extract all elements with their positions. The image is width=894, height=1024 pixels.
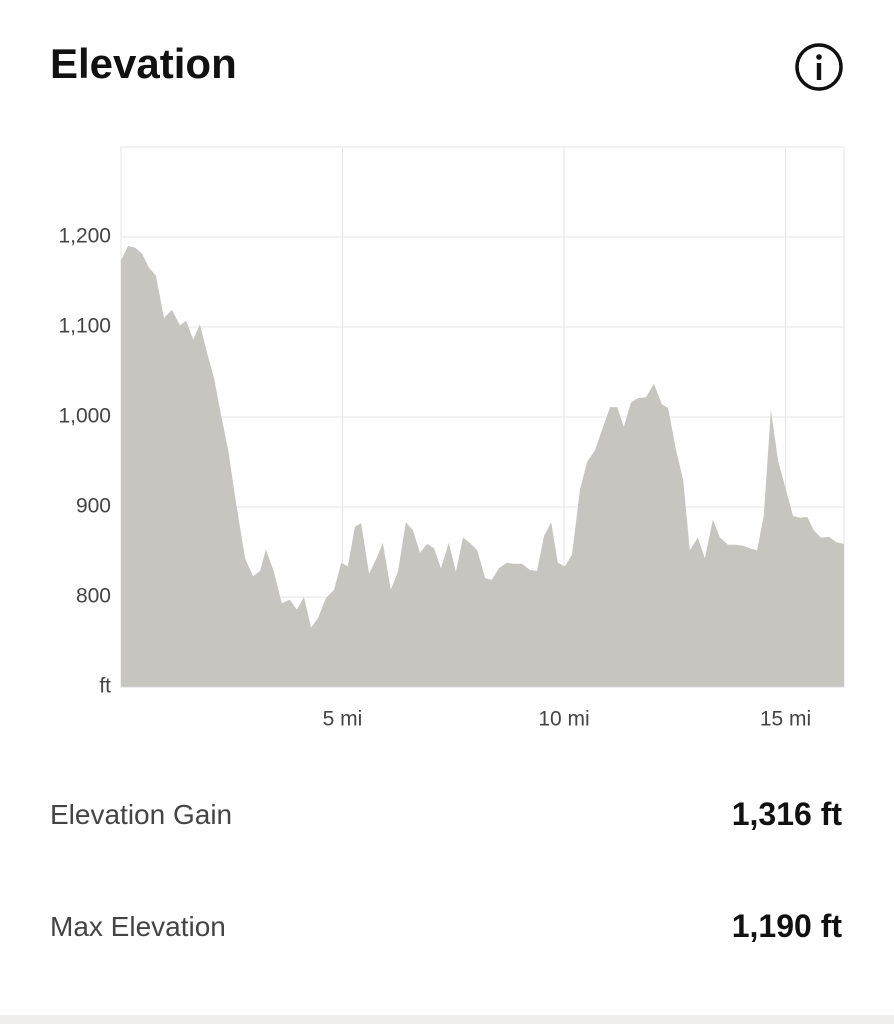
y-tick-label: 900 bbox=[76, 495, 111, 518]
footer-strip bbox=[0, 1015, 894, 1024]
stat-value: 1,316 ft bbox=[731, 796, 842, 832]
info-button[interactable] bbox=[794, 42, 844, 92]
y-tick-label: 1,100 bbox=[58, 315, 111, 338]
y-tick-label: 1,000 bbox=[58, 405, 111, 428]
stat-label: Elevation Gain bbox=[50, 798, 233, 830]
y-tick-label: 1,200 bbox=[58, 225, 111, 248]
stat-label: Max Elevation bbox=[50, 910, 226, 942]
x-tick-label: 5 mi bbox=[323, 708, 363, 731]
x-tick-label: 10 mi bbox=[538, 708, 589, 731]
elevation-area bbox=[121, 246, 844, 687]
stat-row: Elevation Gain 1,316 ft bbox=[50, 796, 842, 833]
y-tick-label: ft bbox=[99, 675, 111, 698]
title: Elevation bbox=[50, 40, 237, 87]
y-tick-label: 800 bbox=[76, 585, 111, 608]
stat-row: Max Elevation 1,190 ft bbox=[50, 908, 842, 945]
x-tick-label: 15 mi bbox=[760, 708, 811, 731]
stat-value: 1,190 ft bbox=[731, 908, 842, 944]
chart: ft 800 900 1,000 1,100 1,200 5 mi 10 mi 15 mi bbox=[58, 146, 845, 731]
